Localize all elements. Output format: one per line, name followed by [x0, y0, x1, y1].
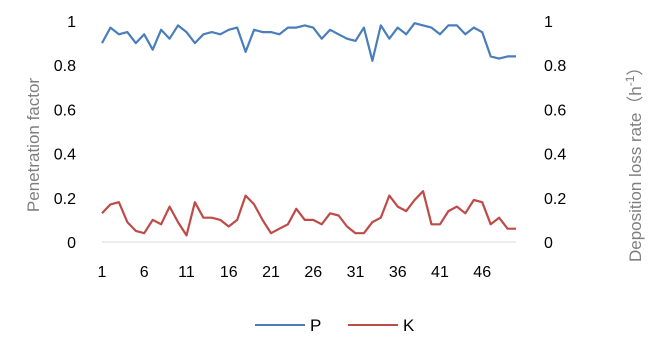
right-y-tick-label: 0.6	[544, 102, 566, 119]
right-axis-title: Deposition loss rate（h-1）	[623, 59, 645, 262]
x-tick-label: 36	[389, 264, 407, 281]
x-tick-label: 46	[473, 264, 491, 281]
series-line-p	[101, 22, 516, 62]
left-y-tick-label: 1	[67, 14, 76, 31]
right-y-axis: 0 0.2 0.4 0.6 0.8 1	[544, 14, 566, 252]
right-axis-title-superscript: -1	[623, 75, 637, 86]
right-axis-title-main: Deposition loss rate（h	[626, 86, 645, 262]
right-y-tick-label: 0.4	[544, 147, 566, 164]
series-line-k	[101, 190, 516, 237]
x-axis: 1 6 11 16 21 26 31 36 41 46	[98, 241, 516, 281]
left-y-tick-label: 0.8	[54, 58, 76, 75]
left-y-axis: 0 0.2 0.4 0.6 0.8 1	[54, 14, 76, 252]
x-tick-label: 31	[347, 264, 365, 281]
right-y-tick-label: 0.2	[544, 191, 566, 208]
left-axis-title: Penetration factor	[24, 78, 43, 213]
left-y-tick-label: 0.2	[54, 191, 76, 208]
x-tick-label: 6	[140, 264, 149, 281]
x-tick-label: 11	[178, 264, 195, 281]
series-lines	[101, 22, 516, 237]
right-y-tick-label: 0	[544, 235, 553, 252]
right-y-tick-label: 1	[544, 14, 553, 31]
x-tick-label: 1	[98, 264, 107, 281]
x-tick-label: 16	[220, 264, 238, 281]
right-y-tick-label: 0.8	[544, 58, 566, 75]
left-y-tick-label: 0.6	[54, 102, 76, 119]
left-y-tick-label: 0.4	[54, 147, 76, 164]
x-tick-label: 41	[431, 264, 449, 281]
legend: P K	[255, 316, 415, 335]
legend-label-p: P	[310, 316, 321, 335]
x-tick-label: 26	[304, 264, 322, 281]
legend-label-k: K	[403, 316, 415, 335]
right-axis-title-close: ）	[626, 59, 645, 76]
x-tick-label: 21	[262, 264, 280, 281]
left-y-tick-label: 0	[67, 235, 76, 252]
